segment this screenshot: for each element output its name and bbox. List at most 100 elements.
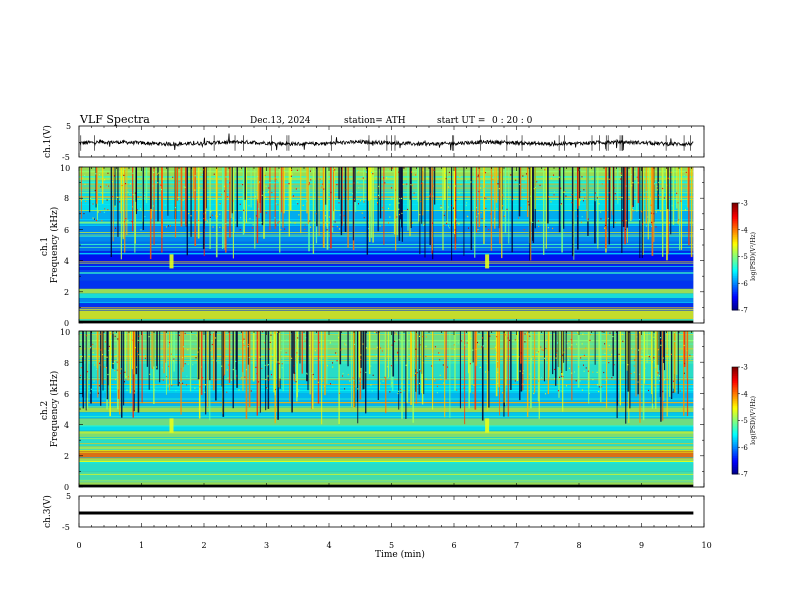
spectrogram-speckle bbox=[215, 215, 217, 217]
colorbar-segment bbox=[732, 409, 738, 413]
spectrogram-speckle bbox=[100, 192, 102, 194]
spectrogram-sferic bbox=[360, 331, 362, 368]
spectrogram-sferic bbox=[679, 167, 681, 250]
spectrogram-speckle bbox=[576, 343, 578, 345]
spectrogram-speckle bbox=[277, 180, 279, 182]
spectrogram-speckle bbox=[538, 225, 540, 228]
spectrogram-speckle bbox=[114, 205, 116, 207]
spectrogram-speckle bbox=[653, 336, 655, 338]
colorbar-segment bbox=[732, 277, 738, 281]
spectrogram-speckle bbox=[308, 182, 310, 184]
colorbar-segment bbox=[732, 404, 738, 407]
spectrogram-sferic bbox=[494, 167, 496, 229]
spectrogram-speckle bbox=[479, 367, 481, 369]
spectrogram-speckle bbox=[162, 356, 164, 358]
spectrogram-speckle bbox=[271, 354, 273, 356]
spectrogram-speckle bbox=[256, 373, 258, 375]
spectrogram-speckle bbox=[131, 221, 133, 223]
spectrogram-speckle bbox=[360, 358, 362, 360]
spectrogram-speckle bbox=[666, 378, 668, 381]
spectrogram-tone bbox=[79, 231, 694, 233]
spectrogram-tone bbox=[79, 265, 694, 267]
spectrogram-speckle bbox=[296, 349, 298, 351]
spectrogram-speckle bbox=[522, 372, 524, 374]
spectrogram-speckle bbox=[93, 380, 95, 382]
x-tick-label: 6 bbox=[452, 541, 457, 550]
spectrogram-sferic bbox=[204, 167, 207, 222]
spectrogram-sferic bbox=[308, 167, 310, 252]
spectrogram-sferic bbox=[520, 167, 522, 200]
spectrogram-sferic bbox=[647, 167, 649, 240]
spectrogram-sferic bbox=[145, 167, 148, 204]
spectrogram-speckle bbox=[478, 190, 480, 193]
spectrogram-speckle bbox=[568, 359, 570, 361]
spectrogram-speckle bbox=[219, 226, 221, 228]
spectrogram-speckle bbox=[563, 191, 565, 193]
spectrogram-speckle bbox=[454, 185, 456, 187]
spectrogram-speckle bbox=[497, 382, 499, 384]
spectrogram-speckle bbox=[620, 172, 622, 174]
spectrogram-speckle bbox=[183, 346, 185, 348]
spectrogram-sferic bbox=[507, 331, 509, 417]
spectrogram-speckle bbox=[139, 208, 141, 210]
spectrogram-speckle bbox=[502, 194, 504, 196]
spectrogram-speckle bbox=[554, 191, 556, 193]
spectrogram-sferic bbox=[293, 331, 295, 374]
spectrogram-speckle bbox=[418, 335, 420, 338]
spectrogram-sferic bbox=[419, 167, 421, 255]
spectrogram-speckle bbox=[611, 377, 613, 379]
spectrogram-speckle bbox=[243, 209, 245, 211]
spectrogram-speckle bbox=[230, 351, 232, 353]
spectrogram-sferic bbox=[579, 167, 581, 199]
spectrogram-speckle bbox=[676, 192, 678, 194]
spectrogram-sferic bbox=[254, 167, 256, 249]
colorbar-segment bbox=[732, 256, 738, 259]
spectrogram-sferic bbox=[277, 331, 279, 420]
spectrogram-speckle bbox=[525, 332, 527, 335]
spectrogram-sferic bbox=[530, 167, 533, 223]
spectrogram-sferic bbox=[224, 167, 226, 250]
x-tick-label: 0 bbox=[77, 541, 82, 550]
spectrogram-speckle bbox=[564, 176, 566, 179]
spectrogram-speckle bbox=[368, 227, 370, 230]
spectrogram-speckle bbox=[164, 204, 166, 206]
spectrogram-sferic bbox=[356, 331, 358, 402]
spectrogram-speckle bbox=[414, 374, 416, 377]
spectrogram-speckle bbox=[627, 364, 629, 366]
spectrogram-speckle bbox=[157, 182, 159, 184]
spectrogram-speckle bbox=[677, 221, 679, 223]
spectrogram-speckle bbox=[478, 343, 480, 346]
spectrogram-speckle bbox=[174, 206, 176, 209]
spectrogram-speckle bbox=[658, 375, 660, 377]
spectrogram-tone bbox=[79, 307, 694, 309]
spectrogram-sferic bbox=[235, 331, 237, 370]
colorbar-tick-label: -7 bbox=[741, 307, 748, 315]
spectrogram-speckle bbox=[361, 212, 363, 214]
colorbar-segment bbox=[732, 213, 738, 216]
spectrogram-speckle bbox=[601, 331, 603, 333]
colorbar-segment bbox=[732, 263, 738, 266]
colorbar-tick-label: -4 bbox=[741, 226, 748, 234]
spectrogram-speckle bbox=[529, 335, 531, 337]
ch1-spectrogram-ylabel: ch.1 Frequency (kHz) bbox=[40, 207, 60, 284]
spectrogram-tone bbox=[79, 461, 694, 462]
spectrogram-speckle bbox=[568, 340, 570, 343]
spectrogram-speckle bbox=[582, 200, 584, 202]
colorbar-segment bbox=[732, 472, 738, 475]
spectrogram-speckle bbox=[638, 331, 640, 334]
spectrogram-sferic bbox=[132, 167, 134, 232]
spectrogram-speckle bbox=[269, 182, 271, 184]
spectrogram-sferic bbox=[236, 331, 238, 388]
spectrogram-speckle bbox=[454, 348, 456, 351]
spectrogram-speckle bbox=[156, 366, 158, 368]
spectrogram-sferic bbox=[263, 167, 265, 239]
colorbar-segment bbox=[732, 211, 738, 215]
spectrogram-speckle bbox=[295, 381, 297, 383]
spectrogram-speckle bbox=[395, 332, 397, 335]
spectrogram-speckle bbox=[168, 383, 170, 385]
spectrogram-sferic bbox=[309, 331, 311, 395]
spectrogram-speckle bbox=[653, 213, 655, 215]
spectrogram-speckle bbox=[202, 213, 204, 215]
spectrogram-speckle bbox=[644, 367, 646, 369]
spectrogram-speckle bbox=[389, 168, 391, 170]
